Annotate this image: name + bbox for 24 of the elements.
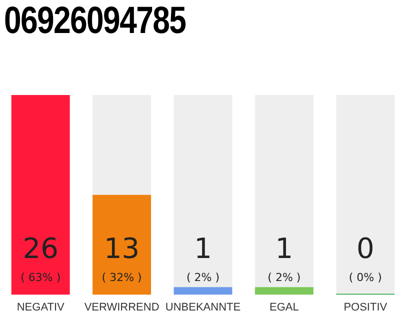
x-tick-label: UNBEKANNTE xyxy=(165,301,241,314)
x-tick-label: POSITIV xyxy=(344,301,388,314)
data-label: 1 xyxy=(194,232,212,265)
data-label: 26 xyxy=(22,232,58,265)
bar xyxy=(254,95,314,288)
data-label: 1 xyxy=(275,232,294,265)
x-tick-label: EGAL xyxy=(270,301,299,314)
data-label: 0 xyxy=(356,232,374,265)
x-tick-label: VERWIRREND xyxy=(84,301,160,314)
annotation: ( 32% ) xyxy=(102,270,142,284)
data-label: 13 xyxy=(104,232,140,265)
bar xyxy=(254,287,314,295)
bar xyxy=(92,95,152,195)
bar xyxy=(11,95,70,295)
annotation: ( 0% ) xyxy=(348,270,382,284)
bar xyxy=(336,95,395,294)
bar xyxy=(92,194,152,295)
bar xyxy=(174,95,232,288)
chart-title: 06926094785 xyxy=(4,0,186,43)
x-tick-label: NEGATIV xyxy=(16,301,65,314)
annotation: ( 2% ) xyxy=(268,270,301,284)
annotation: ( 2% ) xyxy=(186,270,220,284)
bar xyxy=(174,287,232,295)
annotation: ( 63% ) xyxy=(20,270,61,284)
